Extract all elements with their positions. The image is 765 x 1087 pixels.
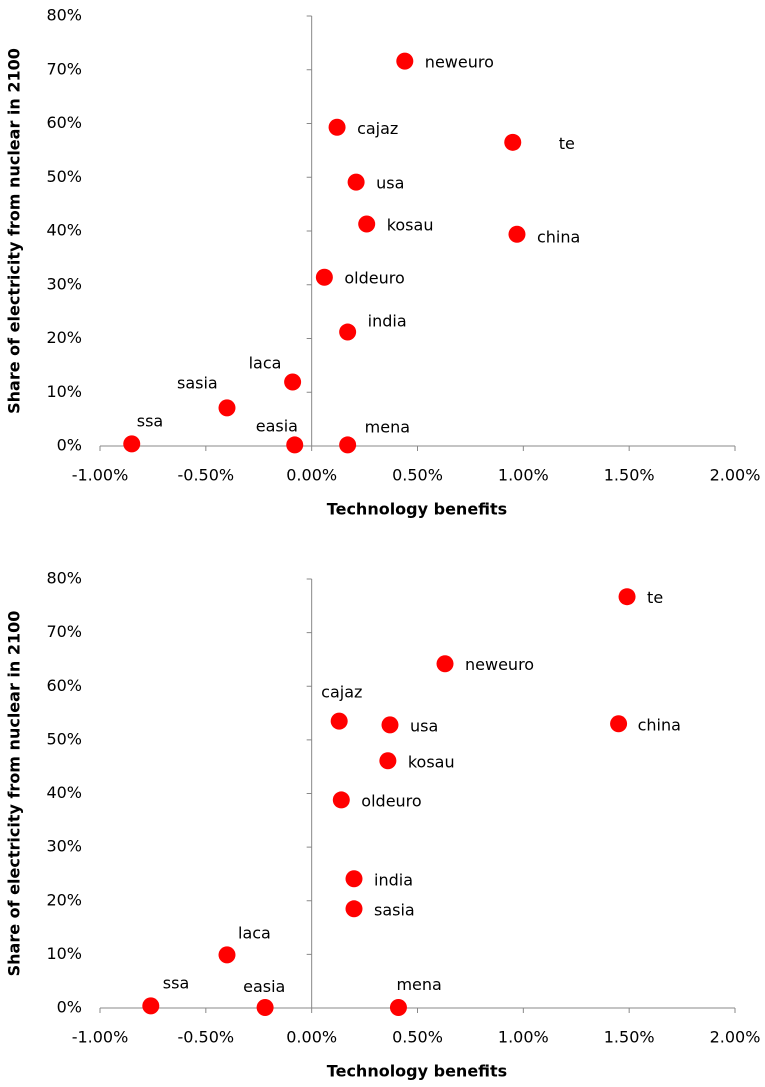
point <box>339 323 357 341</box>
point-label: oldeuro <box>344 269 404 288</box>
x-tick-label: 2.00% <box>710 1028 761 1047</box>
point-label: mena <box>396 975 441 994</box>
x-tick-label: 1.50% <box>604 466 655 485</box>
point <box>123 435 141 453</box>
y-tick-label: 80% <box>46 6 82 25</box>
x-tick-label: 1.00% <box>498 466 549 485</box>
point-label: laca <box>238 923 271 942</box>
point-label: neweuro <box>465 655 534 674</box>
point <box>436 655 454 673</box>
x-tick-label: 0.50% <box>392 466 443 485</box>
point-label: kosau <box>408 752 455 771</box>
point-label: easia <box>243 977 285 996</box>
y-tick-label: 10% <box>46 944 82 963</box>
x-tick-label: -0.50% <box>178 466 235 485</box>
point <box>330 712 348 730</box>
x-tick-label: -0.50% <box>178 1028 235 1047</box>
point-label: kosau <box>387 216 434 235</box>
point-label: ssa <box>163 973 189 992</box>
point <box>345 900 363 918</box>
y-tick-label: 20% <box>46 890 82 909</box>
y-tick-label: 40% <box>46 783 82 802</box>
point <box>286 436 304 454</box>
y-tick-label: 30% <box>46 274 82 293</box>
point <box>142 997 160 1015</box>
y-tick-label: 30% <box>46 837 82 856</box>
y-tick-label: 50% <box>46 167 82 186</box>
x-tick-label: 0.50% <box>392 1028 443 1047</box>
point <box>284 373 302 391</box>
point <box>618 588 636 606</box>
point-label: sasia <box>177 373 218 392</box>
y-tick-label: 60% <box>46 676 82 695</box>
x-tick-label: 0.00% <box>286 1028 337 1047</box>
point-label: sasia <box>374 900 415 919</box>
point <box>339 436 357 454</box>
point <box>389 998 407 1016</box>
x-axis-title: Technology benefits <box>327 1062 507 1081</box>
point-label: te <box>647 588 663 607</box>
y-tick-label: 70% <box>46 622 82 641</box>
point <box>504 133 522 151</box>
y-tick-label: 20% <box>46 328 82 347</box>
x-tick-label: -1.00% <box>72 1028 129 1047</box>
y-tick-label: 10% <box>46 382 82 401</box>
x-tick-label: 2.00% <box>710 466 761 485</box>
point-label: laca <box>249 354 282 373</box>
x-axis-title: Technology benefits <box>327 500 507 519</box>
y-tick-label: 50% <box>46 729 82 748</box>
point-label: usa <box>376 174 404 193</box>
y-tick-label: 0% <box>57 998 82 1017</box>
x-tick-label: 1.50% <box>604 1028 655 1047</box>
point <box>379 752 397 770</box>
point <box>345 870 363 888</box>
x-tick-label: -1.00% <box>72 466 129 485</box>
x-tick-label: 1.00% <box>498 1028 549 1047</box>
y-tick-label: 80% <box>46 569 82 588</box>
y-tick-label: 60% <box>46 113 82 132</box>
point <box>218 946 236 964</box>
point <box>508 225 526 243</box>
point-label: india <box>374 870 413 889</box>
x-tick-label: 0.00% <box>286 466 337 485</box>
point-label: mena <box>365 417 410 436</box>
y-axis-title: Share of electricity from nuclear in 210… <box>5 611 24 977</box>
point-label: cajaz <box>321 683 362 702</box>
point-label: china <box>537 228 580 247</box>
point-label: ssa <box>137 411 163 430</box>
point-label: easia <box>256 416 298 435</box>
y-tick-label: 40% <box>46 221 82 240</box>
point <box>315 268 333 286</box>
point <box>328 118 346 136</box>
point-label: china <box>638 715 681 734</box>
point <box>610 715 628 733</box>
point-label: usa <box>410 716 438 735</box>
point <box>358 215 376 233</box>
point-label: india <box>368 312 407 331</box>
point-label: cajaz <box>357 119 398 138</box>
point <box>396 52 414 70</box>
point <box>381 716 399 734</box>
point <box>332 791 350 809</box>
y-axis-title: Share of electricity from nuclear in 210… <box>5 48 24 414</box>
y-tick-label: 0% <box>57 436 82 455</box>
point-label: te <box>559 134 575 153</box>
point-label: neweuro <box>425 53 494 72</box>
point <box>347 173 365 191</box>
y-tick-label: 70% <box>46 59 82 78</box>
point <box>218 399 236 417</box>
point-label: oldeuro <box>361 791 421 810</box>
point <box>256 998 274 1016</box>
